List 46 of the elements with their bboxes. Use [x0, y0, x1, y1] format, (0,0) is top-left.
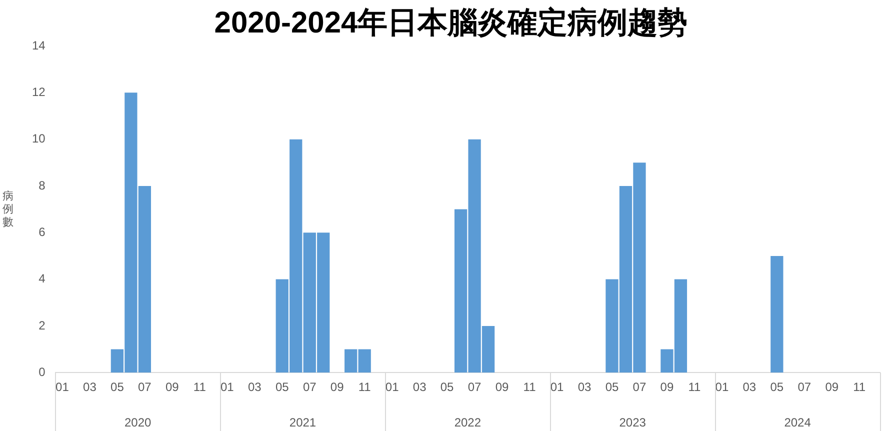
x-tick-label: 03 [412, 380, 427, 394]
x-tick-label: 03 [248, 380, 262, 394]
text: 2024 [784, 415, 812, 430]
bar [770, 256, 784, 373]
x-tick-label: 03 [742, 380, 756, 394]
y-tick-label: 2 [38, 318, 46, 332]
x-tick-label: 03 [578, 380, 592, 394]
y-tick-label: 14 [32, 38, 46, 52]
y-tick-label: 0 [38, 364, 46, 379]
y-tick-label: 4 [38, 272, 46, 286]
x-tick-label: 05 [275, 380, 290, 394]
x-tick-label: 09 [165, 380, 180, 394]
x-tick-label: 01 [220, 380, 234, 394]
y-tick-label: 8 [38, 178, 46, 192]
x-tick-label: 07 [798, 380, 812, 394]
text: 2023 [619, 415, 646, 430]
x-tick-label: 11 [688, 380, 701, 394]
x-tick-label: 09 [825, 380, 839, 394]
x-tick-label: 01 [550, 380, 564, 394]
y-tick-label: 12 [32, 84, 46, 99]
chart-title: 2020-2024年日本腦炎確定病例趨勢 [214, 5, 688, 40]
x-tick-label: 01 [715, 380, 729, 394]
text: 2020 [124, 415, 152, 430]
x-tick-label: 05 [605, 380, 619, 394]
y-tick-label: 10 [32, 132, 46, 146]
y-tick-label: 6 [38, 224, 46, 239]
x-tick-label: 05 [770, 380, 784, 394]
x-tick-label: 11 [523, 380, 536, 394]
x-tick-label: 09 [495, 380, 510, 394]
x-tick-label: 09 [330, 380, 344, 394]
x-tick-label: 05 [440, 380, 454, 394]
x-tick-label: 01 [56, 380, 70, 394]
x-tick-label: 11 [358, 380, 372, 394]
x-tick-label: 11 [853, 380, 866, 394]
text: 2022 [454, 415, 482, 430]
x-tick-label: 07 [468, 380, 482, 394]
x-tick-label: 07 [632, 380, 646, 394]
text: 2021 [289, 415, 316, 430]
x-tick-label: 09 [660, 380, 674, 394]
x-tick-label: 03 [83, 380, 97, 394]
x-tick-label: 07 [138, 380, 152, 394]
x-tick-label: 01 [385, 380, 400, 394]
x-tick-label: 07 [302, 380, 317, 394]
y-axis-title: 病例數 [2, 189, 14, 228]
x-tick-label: 11 [193, 380, 206, 394]
x-tick-label: 05 [110, 380, 124, 394]
